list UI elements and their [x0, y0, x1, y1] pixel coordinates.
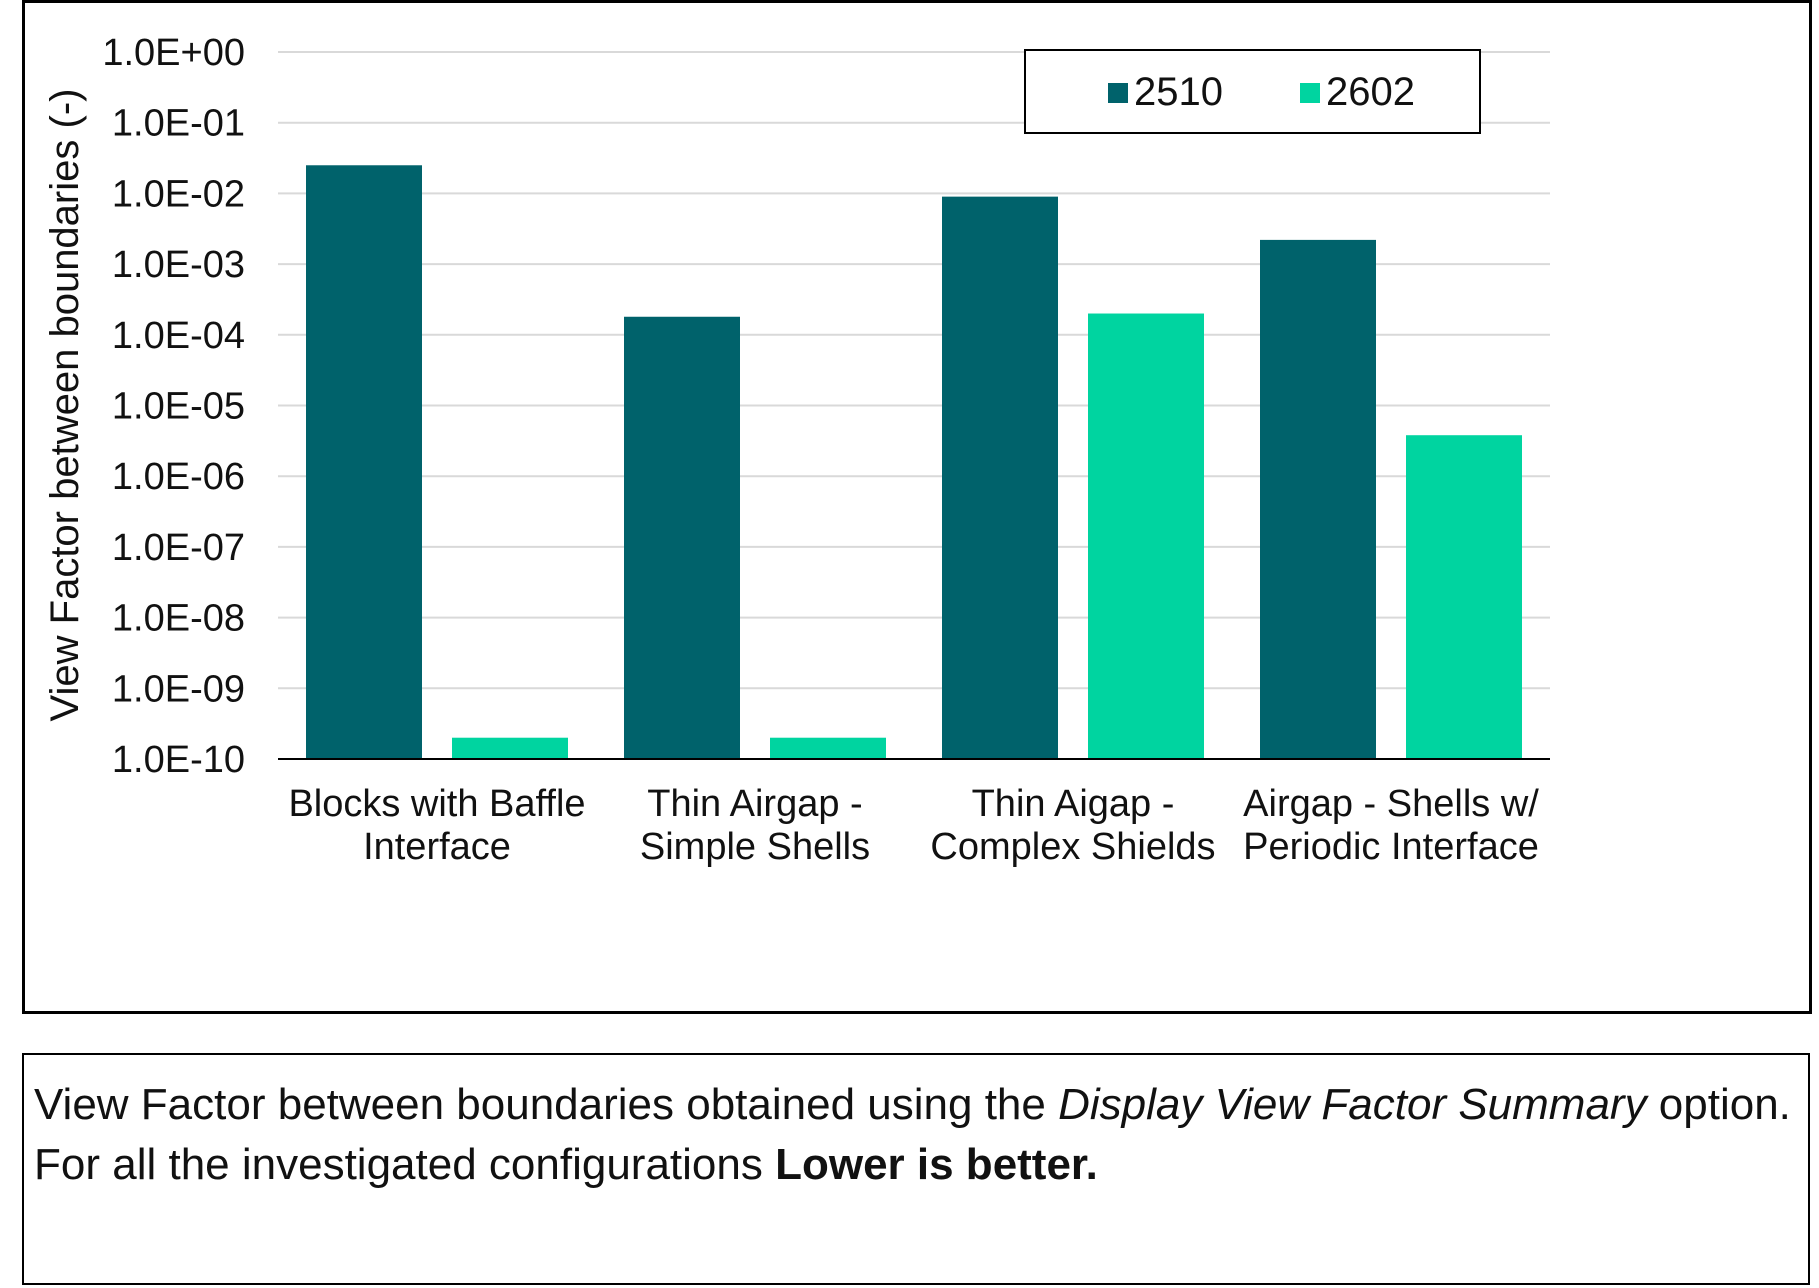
caption-line-2: For all the investigated configurations …	[34, 1135, 1798, 1195]
y-tick-label-4: 1.0E-04	[112, 315, 245, 357]
legend-label-2602: 2602	[1326, 70, 1415, 114]
caption-line1-prefix: View Factor between boundaries obtained …	[34, 1080, 1059, 1129]
caption-line2-prefix: For all the investigated configurations	[34, 1140, 776, 1189]
bar-2602-0	[452, 737, 568, 759]
caption-bold-note: Lower is better.	[775, 1140, 1098, 1189]
y-tick-label-3: 1.0E-03	[112, 244, 245, 286]
caption-italic-option: Display View Factor Summary	[1058, 1080, 1647, 1129]
bar-2602-3	[1406, 435, 1522, 759]
x-category-label-2-0: Thin Aigap -	[972, 783, 1175, 825]
chart-frame	[22, 0, 1812, 1014]
caption-line-1: View Factor between boundaries obtained …	[34, 1075, 1798, 1135]
bar-chart: 1.0E+00 1.0E-01 1.0E-02 1.0E-03 1.0E-04 1.0E-…	[43, 32, 1550, 868]
x-category-label-0-1: Interface	[363, 826, 511, 868]
caption-line1-suffix: option.	[1646, 1080, 1791, 1129]
y-tick-label-6: 1.0E-06	[112, 456, 245, 498]
x-category-label-3-0: Airgap - Shells w/	[1243, 783, 1539, 825]
legend-swatch-2510	[1108, 83, 1128, 103]
y-tick-label-9: 1.0E-09	[112, 668, 245, 710]
caption-box: View Factor between boundaries obtained …	[22, 1053, 1810, 1285]
x-category-label-1-0: Thin Airgap -	[647, 783, 862, 825]
y-tick-label-2: 1.0E-02	[112, 173, 245, 215]
x-category-label-3-1: Periodic Interface	[1243, 826, 1539, 868]
y-axis-title: View Factor between boundaries (-)	[43, 89, 87, 722]
y-tick-label-5: 1.0E-05	[112, 386, 245, 428]
x-category-label-0-0: Blocks with Baffle	[288, 783, 585, 825]
legend-box	[1024, 49, 1481, 134]
y-tick-label-1: 1.0E-01	[112, 103, 245, 145]
y-tick-label-10: 1.0E-10	[112, 739, 245, 781]
bar-2510-1	[624, 316, 740, 759]
legend-label-2510: 2510	[1134, 70, 1223, 114]
legend-swatch-2602	[1300, 83, 1320, 103]
x-category-label-2-1: Complex Shields	[930, 826, 1215, 868]
bar-2510-3	[1260, 239, 1376, 759]
bar-2602-2	[1088, 313, 1204, 759]
bar-2510-0	[306, 165, 422, 760]
x-category-label-1-1: Simple Shells	[640, 826, 870, 868]
y-tick-label-0: 1.0E+00	[102, 32, 245, 74]
y-tick-label-8: 1.0E-08	[112, 598, 245, 640]
bar-2510-2	[942, 196, 1058, 759]
y-tick-label-7: 1.0E-07	[112, 527, 245, 569]
bar-2602-1	[770, 737, 886, 759]
